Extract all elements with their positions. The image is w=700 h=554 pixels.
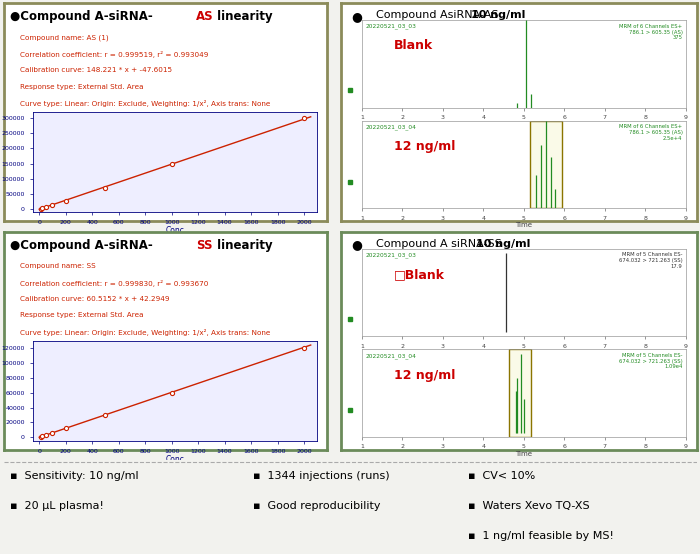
- Text: ▪  1344 injections (runs): ▪ 1344 injections (runs): [253, 471, 390, 481]
- Text: ▪  20 µL plasma!: ▪ 20 µL plasma!: [10, 501, 104, 511]
- Text: Calibration curve: 148.221 * x + -47.6015: Calibration curve: 148.221 * x + -47.601…: [20, 67, 172, 73]
- Text: Curve type: Linear: Origin: Exclude, Weighting: 1/x², Axis trans: None: Curve type: Linear: Origin: Exclude, Wei…: [20, 100, 270, 107]
- Text: ▪  Sensitivity: 10 ng/ml: ▪ Sensitivity: 10 ng/ml: [10, 471, 139, 481]
- Text: linearity: linearity: [213, 11, 273, 23]
- Text: Correlation coefficient: r = 0.999830, r² = 0.993670: Correlation coefficient: r = 0.999830, r…: [20, 280, 208, 286]
- Text: 10 ng/ml: 10 ng/ml: [476, 239, 530, 249]
- Text: 10 ng/ml: 10 ng/ml: [471, 10, 525, 20]
- Text: ●Compound A-siRNA-: ●Compound A-siRNA-: [10, 239, 153, 252]
- Text: ▪  CV< 10%: ▪ CV< 10%: [468, 471, 535, 481]
- Text: ▪  Waters Xevo TQ-XS: ▪ Waters Xevo TQ-XS: [468, 501, 589, 511]
- Text: Response type: External Std. Area: Response type: External Std. Area: [20, 312, 144, 319]
- Text: Compound AsiRNA-AS: Compound AsiRNA-AS: [376, 10, 502, 20]
- Text: ●: ●: [351, 239, 362, 252]
- Text: Calibration curve: 60.5152 * x + 42.2949: Calibration curve: 60.5152 * x + 42.2949: [20, 296, 169, 302]
- Text: SS: SS: [196, 239, 213, 252]
- Text: ●Compound A-siRNA-: ●Compound A-siRNA-: [10, 11, 153, 23]
- Text: Compound name: AS (1): Compound name: AS (1): [20, 34, 108, 41]
- Text: linearity: linearity: [213, 239, 273, 252]
- Text: ▪  Good reproducibility: ▪ Good reproducibility: [253, 501, 381, 511]
- Text: Correlation coefficient: r = 0.999519, r² = 0.993049: Correlation coefficient: r = 0.999519, r…: [20, 51, 208, 58]
- Text: Response type: External Std. Area: Response type: External Std. Area: [20, 84, 144, 90]
- Text: AS: AS: [196, 11, 214, 23]
- Text: Compound name: SS: Compound name: SS: [20, 263, 95, 269]
- Text: Curve type: Linear: Origin: Exclude, Weighting: 1/x², Axis trans: None: Curve type: Linear: Origin: Exclude, Wei…: [20, 329, 270, 336]
- Text: ▪  1 ng/ml feasible by MS!: ▪ 1 ng/ml feasible by MS!: [468, 531, 614, 541]
- Text: Compound A siRNA-SS: Compound A siRNA-SS: [376, 239, 505, 249]
- Text: ●: ●: [351, 10, 362, 23]
